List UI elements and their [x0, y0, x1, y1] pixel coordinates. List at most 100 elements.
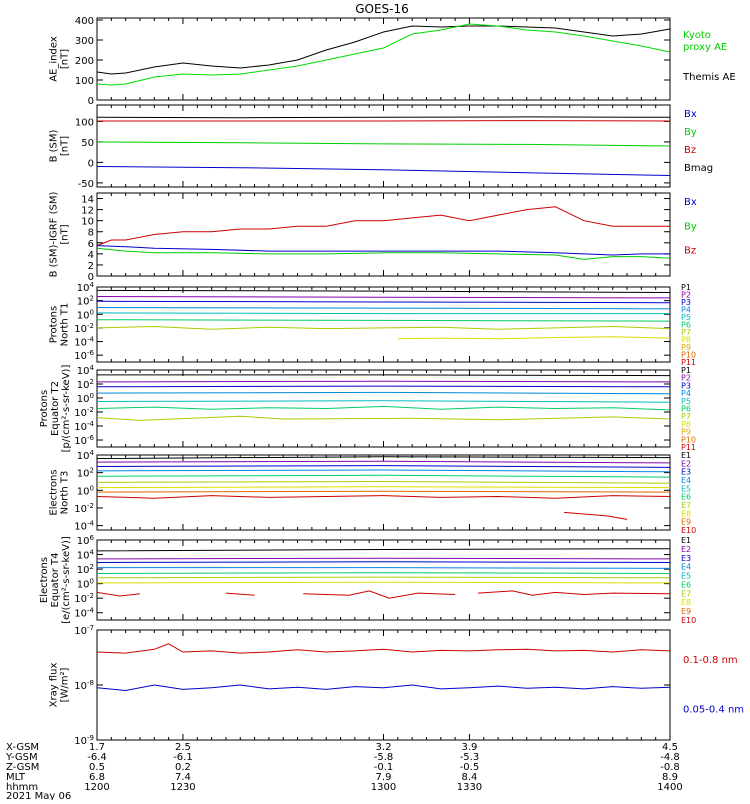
legend-entry-ae-index: Themis AE [682, 72, 736, 83]
y-tick-label-ae-index: 0 [88, 96, 94, 107]
legend-entry-ae-index: Kyoto [683, 30, 711, 41]
series-line-b-sm-igrf-0 [97, 207, 670, 246]
y-tick-label-protons-equator: 104 [77, 364, 95, 377]
y-tick-label-ae-index: 300 [75, 36, 94, 47]
y-axis-label-b-sm-igrf: [nT] [60, 224, 71, 244]
ephemeris-value: 1200 [84, 782, 109, 793]
legend-entry-ae-index: proxy AE [683, 42, 727, 53]
y-tick-label-b-sm-igrf: 12 [81, 206, 94, 217]
y-tick-label-b-sm-igrf: 2 [88, 261, 94, 272]
series-line-electrons-north-7 [97, 491, 670, 492]
y-axis-label-electrons-equator: Electrons [39, 557, 50, 603]
series-line-electrons-north-8 [97, 496, 670, 499]
series-line-protons-equator-1 [97, 381, 670, 382]
y-tick-label-b-sm: -50 [78, 179, 94, 190]
series-line-protons-north-3 [97, 308, 670, 309]
legend-entry-b-sm: Bz [684, 145, 696, 156]
y-tick-label-protons-equator: 10-6 [74, 434, 94, 447]
series-line-ae-index-1 [97, 24, 670, 85]
y-axis-label-b-sm-igrf: B (SM)-IGRF (SM) [49, 192, 60, 278]
y-tick-label-protons-north: 102 [77, 295, 94, 308]
y-axis-label-electrons-equator: Equator T4 [50, 553, 61, 608]
legend-entry-b-sm: Bx [684, 109, 697, 120]
series-line-electrons-north-1 [97, 461, 670, 463]
y-tick-label-ae-index: 200 [75, 56, 94, 67]
series-line-b-sm-3 [97, 167, 670, 176]
legend-entry-b-sm: By [684, 127, 697, 138]
legend-entry-electrons-north: E10 [681, 526, 696, 535]
y-axis-label-protons-equator: [p/(cm²-s-sr-keV)] [61, 365, 72, 453]
series-line-protons-north-6 [97, 327, 670, 330]
legend-entry-xray-flux: 0.1-0.8 nm [683, 655, 738, 666]
y-axis-label-ae-index: AE_index [49, 36, 60, 82]
series-line-protons-equator-3 [97, 392, 670, 393]
y-tick-label-electrons-north: 10-4 [74, 520, 94, 533]
y-tick-label-b-sm-igrf: 6 [88, 239, 94, 250]
series-line-electrons-north-5 [97, 482, 670, 484]
legend-entry-electrons-equator: E3 [681, 554, 691, 563]
series-line-electrons-equator-2 [97, 562, 670, 563]
legend-entry-electrons-equator: E2 [681, 545, 691, 554]
y-tick-label-electrons-north: 104 [77, 449, 95, 462]
series-line-electrons-north-6 [97, 487, 670, 488]
legend-entry-b-sm-igrf: Bx [684, 197, 697, 208]
legend-entry-electrons-equator: E4 [681, 563, 691, 572]
series-line-electrons-north-3 [97, 470, 670, 472]
y-tick-label-ae-index: 100 [75, 76, 94, 87]
series-line-electrons-equator-7 [97, 592, 140, 596]
series-line-xray-flux-1 [97, 685, 670, 691]
legend-entry-electrons-equator: E5 [681, 572, 691, 581]
series-line-ae-index-0 [97, 26, 670, 74]
y-tick-label-b-sm-igrf: 10 [81, 217, 94, 228]
y-tick-label-protons-equator: 10-4 [74, 420, 94, 433]
panel-frame-electrons-equator [97, 540, 670, 620]
panel-frame-ae-index [97, 18, 670, 100]
y-axis-label-protons-north: Protons [49, 306, 60, 343]
legend-entry-b-sm-igrf: Bz [684, 246, 696, 257]
y-tick-label-b-sm-igrf: 4 [88, 250, 94, 261]
series-line-electrons-equator-8 [226, 593, 255, 595]
y-axis-label-electrons-north: Electrons [49, 469, 60, 515]
y-tick-label-protons-north: 100 [77, 308, 94, 321]
legend-entry-b-sm-igrf: By [684, 221, 697, 232]
panel-frame-b-sm-igrf [97, 193, 670, 276]
y-tick-label-electrons-north: 102 [77, 467, 94, 480]
y-axis-label-b-sm: B (SM) [49, 129, 60, 162]
ephemeris-value: 1330 [457, 782, 482, 793]
y-axis-label-b-sm: [nT] [60, 136, 71, 156]
y-axis-label-protons-equator: Equator T2 [50, 381, 61, 436]
y-tick-label-xray-flux: 10-8 [74, 679, 94, 692]
series-line-xray-flux-0 [97, 644, 670, 653]
y-tick-label-b-sm-igrf: 8 [88, 228, 94, 239]
y-tick-label-electrons-equator: 104 [77, 549, 95, 562]
legend-entry-electrons-equator: E8 [681, 598, 691, 607]
legend-entry-electrons-equator: E1 [681, 536, 691, 545]
y-tick-label-protons-equator: 102 [77, 378, 94, 391]
chart-title: GOES-16 [355, 2, 409, 16]
series-line-protons-equator-4 [97, 401, 670, 402]
y-tick-label-protons-north: 10-4 [74, 336, 94, 349]
legend-entry-xray-flux: 0.05-0.4 nm [683, 705, 744, 716]
ephemeris-value: 1300 [371, 782, 396, 793]
y-tick-label-b-sm-igrf: 14 [81, 195, 94, 206]
legend-entry-electrons-equator: E10 [681, 616, 696, 625]
y-tick-label-electrons-equator: 10-2 [74, 592, 94, 605]
series-line-protons-equator-6 [97, 416, 670, 420]
ephemeris-value: 1400 [657, 782, 682, 793]
y-axis-label-ae-index: [nT] [60, 49, 71, 69]
legend-entry-electrons-equator: E9 [681, 607, 691, 616]
panel-frame-xray-flux [97, 630, 670, 740]
y-tick-label-protons-north: 10-2 [74, 322, 94, 335]
ephemeris-value: 1230 [170, 782, 195, 793]
y-axis-label-protons-equator: Protons [39, 390, 50, 427]
series-line-b-sm-0 [97, 117, 670, 118]
series-line-protons-equator-5 [97, 406, 670, 410]
y-tick-label-electrons-equator: 102 [77, 563, 94, 576]
y-tick-label-protons-north: 10-6 [74, 349, 94, 362]
y-axis-label-electrons-north: North T3 [60, 471, 71, 515]
series-line-electrons-north-9 [564, 512, 627, 519]
y-tick-label-electrons-equator: 10-4 [74, 607, 94, 620]
series-line-protons-north-2 [97, 301, 670, 302]
